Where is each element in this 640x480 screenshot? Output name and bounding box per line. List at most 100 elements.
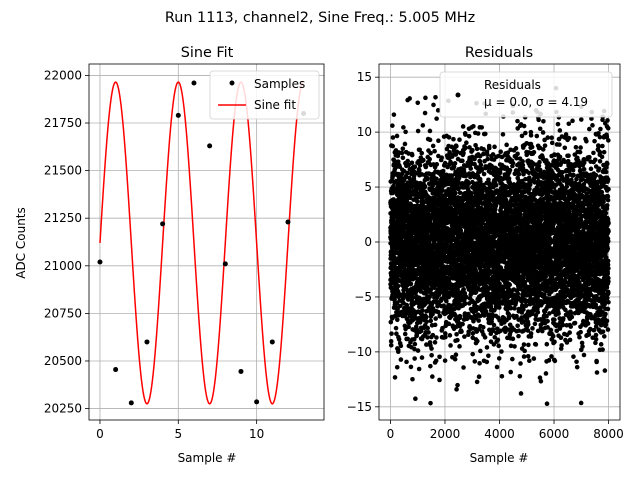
residual-point <box>410 376 415 382</box>
residual-point <box>440 168 446 174</box>
residual-point <box>405 158 411 164</box>
residual-point <box>393 165 399 170</box>
residual-point <box>482 131 488 137</box>
residual-point <box>396 337 402 342</box>
residual-point <box>475 131 481 136</box>
residual-point <box>398 343 404 349</box>
residuals-xtick-label: 8000 <box>593 427 624 441</box>
residual-point <box>518 361 523 366</box>
residual-point <box>409 160 415 166</box>
residual-point <box>516 171 522 177</box>
residual-point <box>500 132 506 137</box>
sine-fit-ylabel: ADC Counts <box>14 207 28 279</box>
residual-point <box>442 160 448 166</box>
residual-point <box>466 133 472 139</box>
legend-fit-label: Sine fit <box>254 98 296 112</box>
residual-point <box>416 366 422 372</box>
sine-fit-xlabel: Sample # <box>178 451 237 465</box>
residual-point <box>506 176 512 181</box>
residual-point <box>457 344 462 349</box>
sine-fit-panel: Sine Fit 0 5 10202502050020750210002125021… <box>14 45 325 465</box>
residual-point <box>409 312 414 317</box>
residual-point <box>497 170 503 176</box>
residual-point <box>455 382 460 388</box>
residual-point <box>390 123 395 128</box>
residual-point <box>423 95 428 101</box>
residual-point <box>513 146 519 151</box>
residual-point <box>446 321 452 327</box>
residual-point <box>429 346 434 351</box>
residual-point <box>422 184 428 189</box>
residual-point <box>397 303 403 309</box>
residual-point <box>486 353 491 359</box>
residual-point <box>496 343 501 349</box>
residual-point <box>422 110 428 116</box>
residual-point <box>484 345 490 350</box>
residual-point <box>404 198 410 204</box>
residual-point <box>444 298 449 304</box>
sine-fit-ytick-label: 20750 <box>44 306 82 320</box>
legend-samples-marker <box>229 80 235 86</box>
residual-point <box>420 307 425 313</box>
residual-point <box>468 166 474 171</box>
residual-point <box>508 369 514 375</box>
residuals-ytick-label: −15 <box>347 400 372 414</box>
residuals-ytick-label: −5 <box>354 290 372 304</box>
residual-point <box>460 321 465 327</box>
residual-point <box>412 341 418 347</box>
residual-point <box>499 373 505 379</box>
residual-point <box>517 373 523 379</box>
residual-point <box>398 357 404 362</box>
residual-point <box>463 145 468 151</box>
residual-point <box>518 211 523 217</box>
residual-point <box>451 136 456 142</box>
residual-point <box>415 348 421 353</box>
sample-point <box>269 339 275 345</box>
sine-fit-xtick-label: 0 <box>96 427 104 441</box>
residual-point <box>392 375 398 380</box>
residual-point <box>461 150 466 156</box>
residual-point <box>521 307 526 312</box>
residuals-xtick-label: 0 <box>387 427 395 441</box>
residual-point <box>407 96 412 101</box>
residual-point <box>394 364 400 370</box>
legend-samples-label: Samples <box>254 77 305 91</box>
residual-point <box>437 313 443 319</box>
residual-point <box>512 344 517 349</box>
residuals-xtick-label: 4000 <box>484 427 515 441</box>
residual-point <box>388 319 394 325</box>
residual-point <box>499 349 504 354</box>
residual-point <box>434 176 439 182</box>
residuals-ytick-label: 5 <box>364 180 372 194</box>
sine-fit-ytick-label: 21000 <box>44 259 82 273</box>
residual-point <box>434 116 439 121</box>
residual-point <box>427 137 433 143</box>
residual-point <box>493 182 499 188</box>
residual-point <box>498 149 503 155</box>
residual-point <box>453 190 458 196</box>
residuals-panel: Residuals 0 2000 4000 6000 8000−15−10−505101… <box>347 45 624 465</box>
sample-point <box>222 261 228 267</box>
residual-point <box>478 348 483 354</box>
residual-point <box>474 146 480 152</box>
sine-fit-data <box>97 80 307 406</box>
residual-point <box>442 358 448 363</box>
residual-point <box>484 359 490 365</box>
residual-point <box>425 325 430 331</box>
residual-point <box>492 144 497 150</box>
residual-point <box>428 150 433 156</box>
residual-point <box>494 364 500 370</box>
residual-point <box>403 129 408 135</box>
residual-point <box>417 163 423 168</box>
residual-point <box>471 123 476 129</box>
residual-point <box>432 322 438 328</box>
residual-point <box>415 128 421 134</box>
residual-point <box>401 125 406 130</box>
residual-point <box>454 387 459 392</box>
residual-point <box>390 143 396 149</box>
residual-point <box>428 400 433 406</box>
residual-point <box>388 342 394 348</box>
residual-point <box>397 164 402 169</box>
